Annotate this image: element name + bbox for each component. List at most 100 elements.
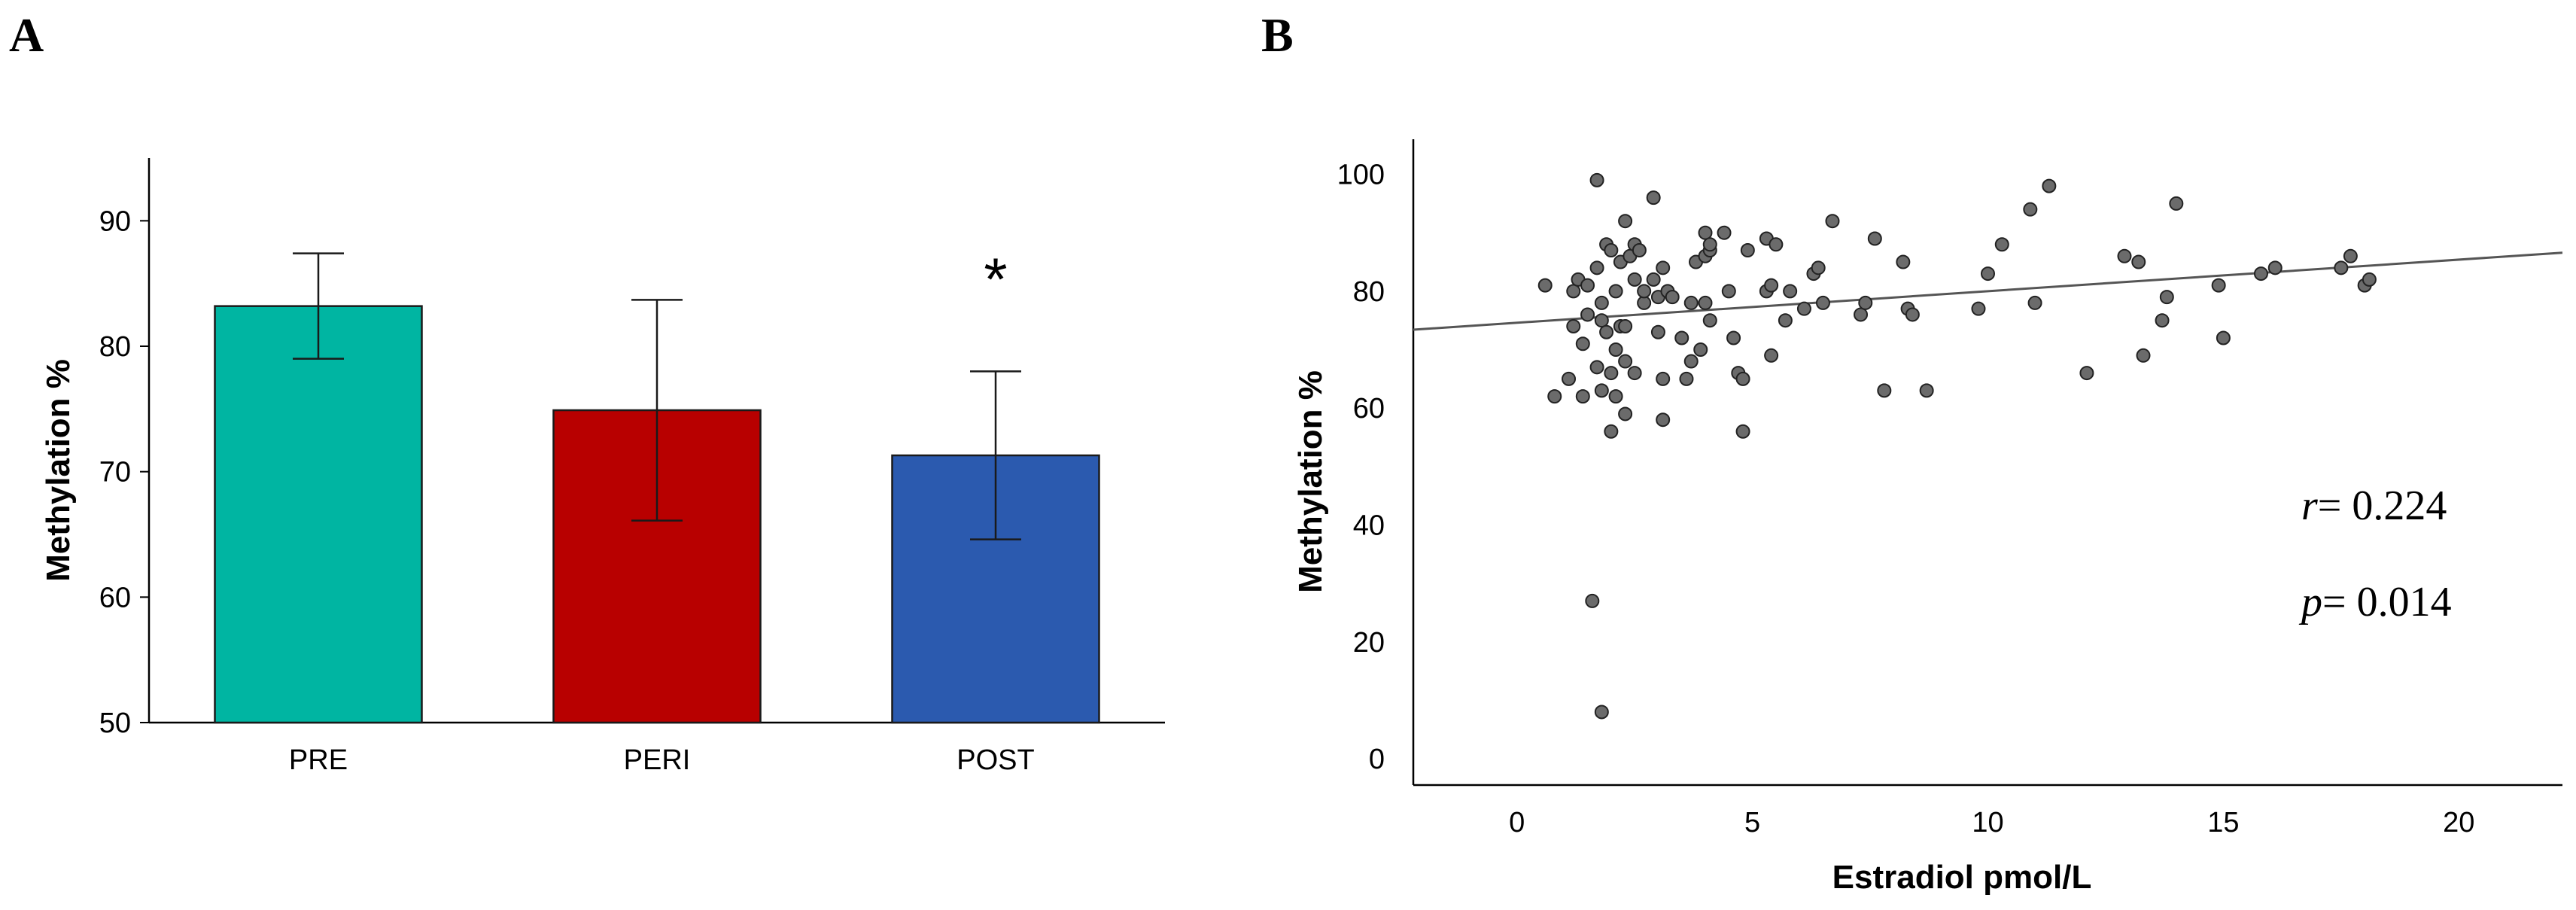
- data-point: [1698, 295, 1713, 310]
- y-tick-label: 0: [1369, 744, 1385, 775]
- data-point: [1575, 389, 1590, 404]
- y-tick-label: 60: [99, 582, 131, 613]
- data-point: [1618, 214, 1633, 229]
- p-value-annotation: p= 0.014: [2298, 579, 2452, 625]
- data-point: [1599, 324, 1614, 339]
- data-point: [1637, 284, 1652, 299]
- category-label-post: POST: [956, 744, 1034, 776]
- bar-chart-category-labels: PRE PERI POST: [289, 744, 1035, 776]
- y-tick-label: 20: [1353, 627, 1385, 659]
- data-point: [1594, 383, 1609, 398]
- y-tick-label: 80: [1353, 276, 1385, 308]
- data-point: [1589, 260, 1604, 275]
- data-point: [1594, 295, 1609, 310]
- bar-chart-y-axis-title: Methylation %: [40, 359, 77, 582]
- p-value-symbol: p: [2298, 579, 2322, 625]
- data-point: [1575, 336, 1590, 352]
- data-point: [1769, 237, 1784, 252]
- data-point: [1905, 307, 1920, 322]
- data-point: [1656, 412, 1671, 428]
- data-point: [1566, 318, 1581, 333]
- data-point: [1778, 313, 1793, 328]
- data-point: [1717, 225, 1732, 240]
- x-tick-label: 0: [1509, 807, 1525, 838]
- data-point: [1585, 593, 1600, 608]
- data-point: [1580, 307, 1595, 322]
- data-point: [2253, 266, 2268, 282]
- data-point: [1981, 266, 1995, 282]
- data-point: [1650, 324, 1665, 339]
- data-point: [1679, 371, 1694, 386]
- scatter-chart-y-axis-title: Methylation %: [1292, 370, 1329, 593]
- panel-label-a: A: [9, 8, 44, 62]
- data-point: [1604, 366, 1619, 381]
- data-point: [1764, 278, 1779, 293]
- x-tick-label: 10: [1972, 807, 2003, 838]
- scatter-chart-x-axis-title: Estradiol pmol/L: [1832, 859, 2092, 896]
- data-point: [1683, 295, 1699, 310]
- x-tick-label: 5: [1744, 807, 1760, 838]
- data-point: [1721, 284, 1736, 299]
- p-value-value: = 0.014: [2322, 579, 2452, 625]
- data-point: [1627, 366, 1642, 381]
- data-point: [1632, 243, 1647, 258]
- category-label-pre: PRE: [289, 744, 348, 776]
- x-tick-label: 20: [2443, 807, 2474, 838]
- data-point: [1854, 307, 1869, 322]
- data-point: [1896, 254, 1911, 269]
- scatter-chart-panel: 0 20 40 60 80 100 0 5 10 15 20 Methylation % Estr…: [1292, 139, 2563, 896]
- data-point: [2042, 178, 2057, 193]
- data-point: [1589, 360, 1604, 375]
- data-point: [1858, 295, 1873, 310]
- data-point: [1594, 705, 1609, 720]
- data-point: [1618, 406, 1633, 422]
- data-point: [1811, 260, 1826, 275]
- data-point: [1627, 272, 1642, 287]
- bar-pre: [214, 305, 423, 724]
- data-point: [1867, 231, 1882, 246]
- data-point: [2159, 290, 2174, 305]
- data-point: [1740, 243, 1755, 258]
- data-point: [1608, 342, 1623, 358]
- data-point: [1656, 260, 1671, 275]
- y-tick-label: 60: [1353, 393, 1385, 425]
- data-point: [1783, 284, 1798, 299]
- bar-chart-error-bars: [293, 252, 1021, 540]
- significance-star: *: [984, 245, 1007, 312]
- data-point: [1589, 172, 1604, 187]
- bar-chart-panel: 50 60 70 80 90 PRE PERI POST Methylation % *: [40, 158, 1165, 776]
- data-point: [1674, 330, 1689, 345]
- panel-label-b: B: [1261, 8, 1294, 62]
- data-point: [1604, 243, 1619, 258]
- y-tick-label: 100: [1337, 160, 1385, 191]
- data-point: [1580, 278, 1595, 293]
- data-point: [2267, 260, 2283, 275]
- data-point: [1815, 295, 1830, 310]
- data-point: [1656, 371, 1671, 386]
- y-tick-label: 80: [99, 331, 131, 363]
- correlation-r-value: = 0.224: [2318, 482, 2447, 529]
- data-point: [1877, 383, 1892, 398]
- data-point: [1994, 237, 2009, 252]
- data-point: [1764, 348, 1779, 363]
- y-tick-label: 50: [99, 708, 131, 739]
- data-point: [1796, 301, 1811, 316]
- data-point: [2211, 278, 2226, 293]
- data-point: [2216, 330, 2231, 345]
- data-point: [1735, 424, 1750, 439]
- data-point: [2136, 348, 2151, 363]
- data-point: [1971, 301, 1986, 316]
- data-point: [2023, 202, 2038, 217]
- scatter-chart-points: [1537, 172, 2377, 720]
- data-point: [2117, 248, 2132, 263]
- data-point: [1608, 284, 1623, 299]
- bar-chart-y-ticks: 50 60 70 80 90: [99, 205, 149, 739]
- data-point: [1726, 330, 1741, 345]
- data-point: [1693, 342, 1708, 358]
- scatter-chart-axes: [1412, 139, 2562, 787]
- x-tick-label: 15: [2207, 807, 2239, 838]
- data-point: [1919, 383, 1934, 398]
- data-point: [2334, 260, 2349, 275]
- y-tick-label: 90: [99, 205, 131, 237]
